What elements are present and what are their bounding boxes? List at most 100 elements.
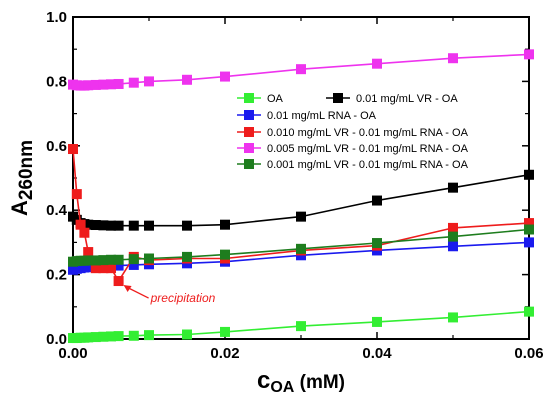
data-point (372, 316, 382, 327)
y-axis-title: A260nm (7, 140, 37, 216)
data-point (182, 251, 192, 262)
legend-marker (244, 127, 254, 137)
data-point (98, 220, 109, 231)
y-tick-label: 0.0 (46, 331, 67, 348)
x-tick-label: 0.04 (362, 345, 392, 362)
legend-marker (244, 93, 254, 103)
series-1 (68, 306, 534, 344)
data-point (296, 64, 306, 75)
data-point (83, 262, 94, 273)
data-point (128, 254, 139, 265)
data-point (106, 263, 116, 274)
x-axis-title-sub: OA (270, 379, 294, 396)
legend-marker (244, 159, 254, 169)
data-point (98, 331, 109, 342)
legend-label: 0.01 mg/mL VR - OA (356, 93, 458, 105)
data-point (106, 79, 116, 90)
x-axis-title-main: c (257, 367, 270, 394)
data-point (90, 220, 101, 231)
legend-marker (244, 110, 254, 120)
data-point (90, 255, 101, 266)
data-point (90, 79, 101, 90)
series-group (68, 49, 534, 344)
x-axis-title-unit: (mM) (294, 372, 345, 393)
x-axis-title: cOA (mM) (257, 367, 345, 396)
data-point (220, 71, 230, 82)
data-point (113, 260, 124, 271)
legend-label: 0.005 mg/mL VR - 0.01 mg/mL RNA - OA (267, 143, 469, 155)
x-tick-label: 0.00 (58, 345, 87, 362)
legend-label: 0.010 mg/mL VR - 0.01 mg/mL RNA - OA (267, 127, 469, 139)
legend-label: 0.001 mg/mL VR - 0.01 mg/mL RNA - OA (267, 159, 469, 171)
data-point (128, 259, 139, 270)
data-point (113, 254, 124, 265)
legend-label: OA (267, 93, 284, 105)
data-point (83, 332, 94, 343)
legend-entry-3: 0.01 mg/mL RNA - OA (237, 110, 377, 122)
legend-marker (333, 93, 343, 103)
data-point (113, 276, 124, 287)
data-point (106, 331, 116, 342)
data-point (90, 332, 101, 343)
data-point (106, 220, 116, 231)
data-point (128, 77, 139, 88)
y-axis-title-sub: 260nm (16, 140, 37, 200)
data-point (372, 58, 382, 69)
data-point (524, 224, 534, 235)
data-point (144, 220, 154, 231)
data-point (128, 220, 139, 231)
annotation-label: precipitation (150, 291, 216, 305)
data-point (83, 255, 94, 266)
data-point (220, 219, 230, 230)
legend-entry-5: 0.005 mg/mL VR - 0.01 mg/mL RNA - OA (237, 143, 469, 155)
data-point (182, 329, 192, 340)
data-point (372, 195, 382, 206)
data-point (113, 331, 124, 342)
data-point (448, 241, 458, 252)
data-point (524, 306, 534, 317)
data-point (79, 227, 90, 238)
data-point (98, 79, 109, 90)
data-point (75, 219, 86, 230)
data-point (524, 237, 534, 248)
legend-entry-6: 0.001 mg/mL VR - 0.01 mg/mL RNA - OA (237, 159, 469, 171)
data-point (524, 49, 534, 60)
annotation-group: precipitation (123, 285, 216, 305)
data-point (128, 330, 139, 341)
data-point (90, 263, 101, 274)
data-point (296, 211, 306, 222)
data-point (448, 182, 458, 193)
data-point (144, 76, 154, 87)
data-point (448, 312, 458, 323)
data-point (113, 220, 124, 231)
data-point (448, 222, 458, 233)
data-point (448, 53, 458, 64)
series-2 (68, 169, 534, 231)
data-point (113, 78, 124, 89)
y-tick-label: 0.6 (46, 138, 67, 155)
legend: OA 0.01 mg/mL VR - OA 0.01 mg/mL RNA - OA 0… (237, 93, 469, 171)
series-5 (68, 49, 534, 91)
y-tick-label: 0.4 (46, 202, 68, 219)
data-point (524, 218, 534, 229)
data-point (296, 243, 306, 254)
data-point (98, 255, 109, 266)
data-point (182, 220, 192, 231)
annotation-arrowhead (123, 285, 132, 293)
legend-marker (244, 143, 254, 153)
data-point (220, 326, 230, 337)
data-point (83, 247, 94, 258)
y-tick-label: 0.8 (46, 73, 67, 90)
y-tick-label: 0.2 (46, 267, 67, 284)
data-point (106, 254, 116, 265)
legend-entry-4: 0.010 mg/mL VR - 0.01 mg/mL RNA - OA (237, 127, 469, 139)
data-point (71, 189, 82, 200)
data-point (448, 231, 458, 242)
data-point (524, 169, 534, 180)
data-point (68, 144, 78, 155)
data-point (83, 80, 94, 91)
series-6 (68, 224, 534, 267)
x-tick-label: 0.06 (514, 345, 543, 362)
data-point (83, 219, 94, 230)
